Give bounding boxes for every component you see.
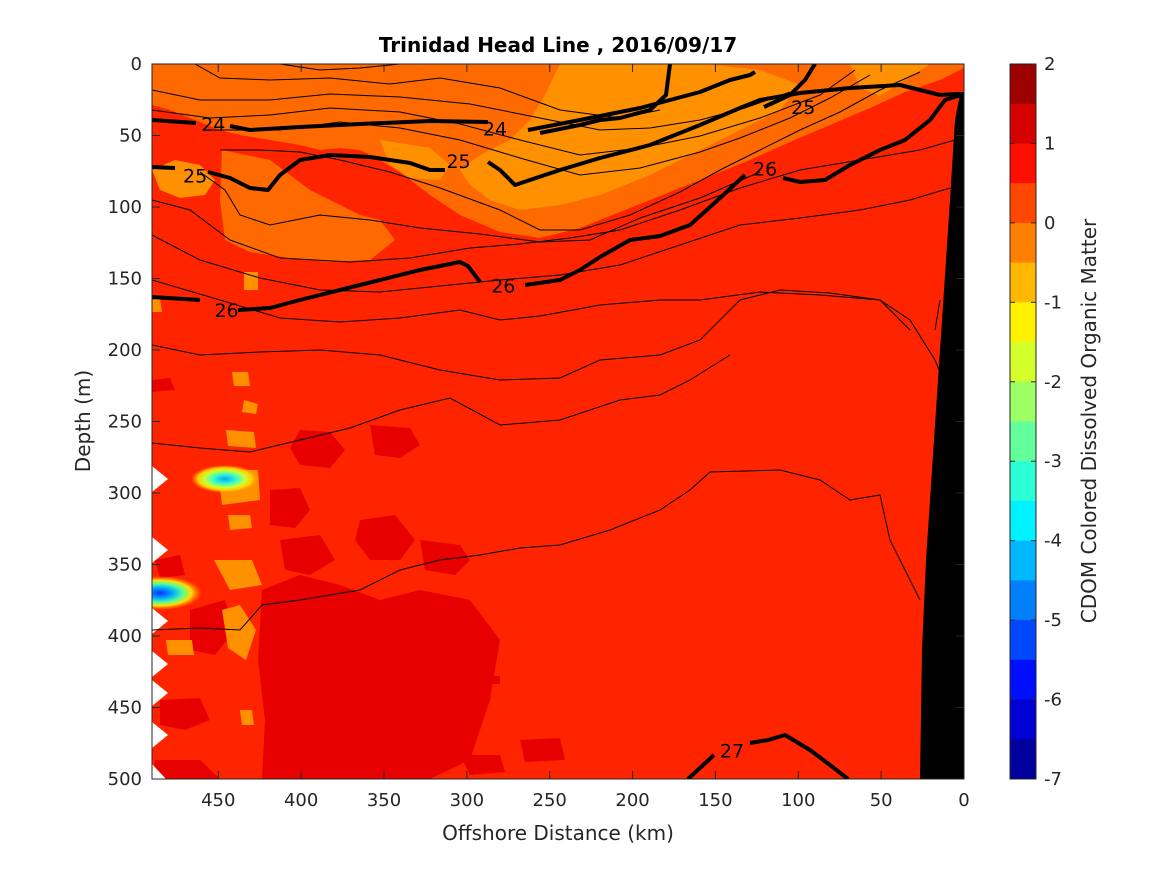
anomaly-1	[191, 465, 259, 493]
colorbar-band	[1010, 699, 1036, 740]
colorbar-band	[1010, 421, 1036, 462]
x-tick-label: 100	[781, 790, 815, 811]
contour-label: 24	[201, 114, 225, 136]
x-tick-label: 400	[284, 790, 318, 811]
y-axis-label: Depth (m)	[71, 370, 95, 472]
contour-label: 26	[753, 158, 777, 180]
contour-label: 25	[183, 166, 207, 188]
colorbar-band	[1010, 659, 1036, 701]
x-axis: 450 400 350 300 250 200 150 100 50 0	[201, 64, 970, 811]
x-axis-label: Offshore Distance (km)	[442, 821, 674, 845]
x-tick-label: 50	[870, 790, 893, 811]
colorbar-band	[1010, 302, 1036, 343]
thin-contours	[152, 64, 956, 631]
contour-label: 26	[214, 300, 238, 322]
y-tick-label: 0	[131, 54, 142, 75]
thick-contours	[152, 64, 964, 779]
contour-label: 27	[720, 740, 744, 762]
colorbar-band	[1010, 103, 1036, 144]
x-tick-label: 200	[615, 790, 649, 811]
x-tick-label: 250	[533, 790, 567, 811]
colorbar-band	[1010, 580, 1036, 621]
y-tick-label: 150	[108, 269, 142, 290]
colorbar-band	[1010, 540, 1036, 581]
colorbar-band	[1010, 222, 1036, 264]
colorbar-band	[1010, 342, 1036, 383]
colorbar-band	[1010, 183, 1036, 224]
bathymetry	[920, 94, 964, 779]
anomaly-2	[152, 576, 202, 610]
chart-title: Trinidad Head Line , 2016/09/17	[379, 33, 737, 57]
colorbar-tick-label: -7	[1044, 769, 1062, 790]
colorbar-tick-label: -6	[1044, 690, 1062, 711]
y-tick-label: 400	[108, 626, 142, 647]
x-tick-label: 150	[698, 790, 732, 811]
colorbar-band	[1010, 739, 1036, 780]
y-tick-label: 500	[108, 769, 142, 790]
colorbar-tick-label: -5	[1044, 610, 1062, 631]
field-high-patches	[152, 378, 565, 779]
colorbar-band	[1010, 262, 1036, 303]
colorbar-band	[1010, 381, 1036, 422]
colorbar-band	[1010, 500, 1036, 542]
colorbar-tick-label: 0	[1044, 213, 1055, 234]
plot-area	[152, 64, 964, 779]
contour-labels: 24 24 25 25 25 26 26 26 27	[183, 97, 815, 763]
contour-label: 25	[446, 151, 470, 173]
colorbar-tick-label: -3	[1044, 451, 1062, 472]
x-tick-label: 300	[450, 790, 484, 811]
y-tick-label: 200	[108, 340, 142, 361]
y-tick-label: 100	[108, 197, 142, 218]
colorbar-tick-label: 1	[1044, 133, 1055, 154]
x-tick-label: 450	[201, 790, 235, 811]
y-axis: 0 50 100 150 200 250 300 350 400 450 500	[108, 54, 964, 790]
colorbar-tick-label: -4	[1044, 531, 1062, 552]
colorbar-tick-label: 2	[1044, 54, 1055, 75]
contour-label: 26	[491, 276, 515, 298]
colorbar-frame	[1009, 63, 1037, 780]
colorbar-band	[1010, 620, 1036, 661]
x-tick-label: 0	[958, 790, 969, 811]
colorbar-tick-label: -1	[1044, 292, 1062, 313]
missing-data-markers	[152, 466, 168, 779]
y-tick-label: 250	[108, 412, 142, 433]
colorbar-band	[1010, 143, 1036, 184]
y-tick-label: 300	[108, 483, 142, 504]
y-tick-label: 50	[119, 126, 142, 147]
x-tick-label: 350	[367, 790, 401, 811]
colorbar: 2 1 0 -1 -2 -3 -4 -5 -6 -7	[1009, 54, 1062, 790]
field-surface-patch	[220, 150, 395, 262]
colorbar-band	[1010, 461, 1036, 502]
y-tick-label: 450	[108, 698, 142, 719]
colorbar-tick-label: -2	[1044, 372, 1062, 393]
colorbar-band	[1010, 64, 1036, 105]
contour-label: 25	[791, 97, 815, 119]
y-tick-label: 350	[108, 555, 142, 576]
contour-label: 24	[483, 118, 507, 140]
colorbar-label: CDOM Colored Dissolved Organic Matter	[1077, 218, 1101, 623]
